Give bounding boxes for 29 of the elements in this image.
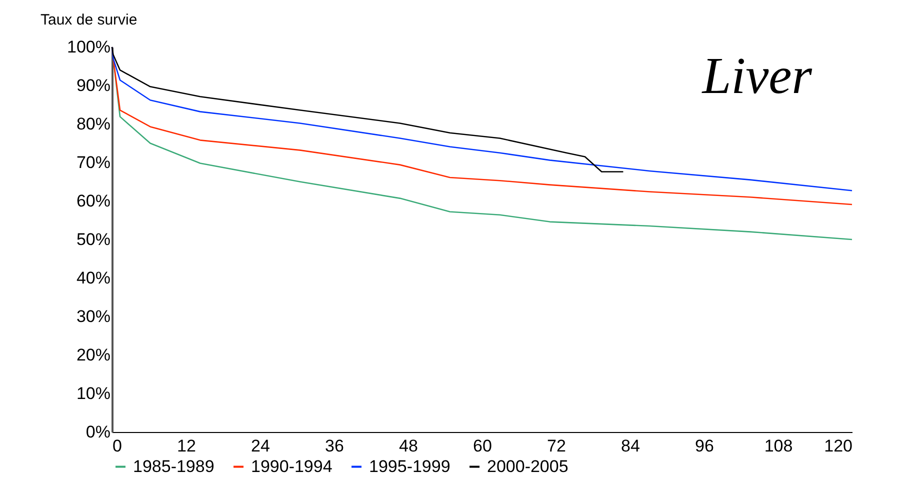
y-tick-label: 100% [67, 38, 110, 56]
x-tick-label: 120 [824, 436, 852, 456]
y-tick-label: 20% [76, 346, 110, 364]
legend-label: 2000-2005 [487, 456, 568, 476]
x-tick-label: 36 [325, 436, 344, 456]
y-tick-label: 60% [76, 192, 110, 210]
x-tick-label: 108 [764, 436, 793, 456]
y-tick-label: 40% [76, 268, 110, 288]
y-axis-title: Taux de survie [40, 12, 138, 28]
legend-label: 1985-1989 [133, 456, 214, 476]
legend-label: 1995-1999 [369, 456, 450, 476]
y-tick-label: 30% [76, 307, 110, 326]
line-series [111, 46, 624, 172]
y-tick-label: 80% [76, 114, 110, 134]
y-tick-label: 70% [76, 153, 110, 172]
x-tick-label: 24 [251, 436, 270, 456]
x-tick-label: 60 [473, 436, 492, 456]
x-tick-label: 0 [112, 436, 122, 456]
y-tick-label: 0% [86, 422, 110, 442]
annotation: Liver [701, 48, 813, 105]
x-tick-label: 48 [399, 436, 418, 456]
x-tick-label: 72 [547, 436, 566, 456]
x-tick-label: 84 [621, 436, 640, 456]
x-tick-label: 12 [177, 436, 196, 456]
y-tick-label: 10% [76, 384, 110, 403]
y-tick-label: 90% [76, 76, 110, 95]
x-tick-label: 96 [695, 436, 714, 456]
legend-label: 1990-1994 [251, 456, 332, 476]
y-tick-label: 50% [76, 230, 110, 249]
